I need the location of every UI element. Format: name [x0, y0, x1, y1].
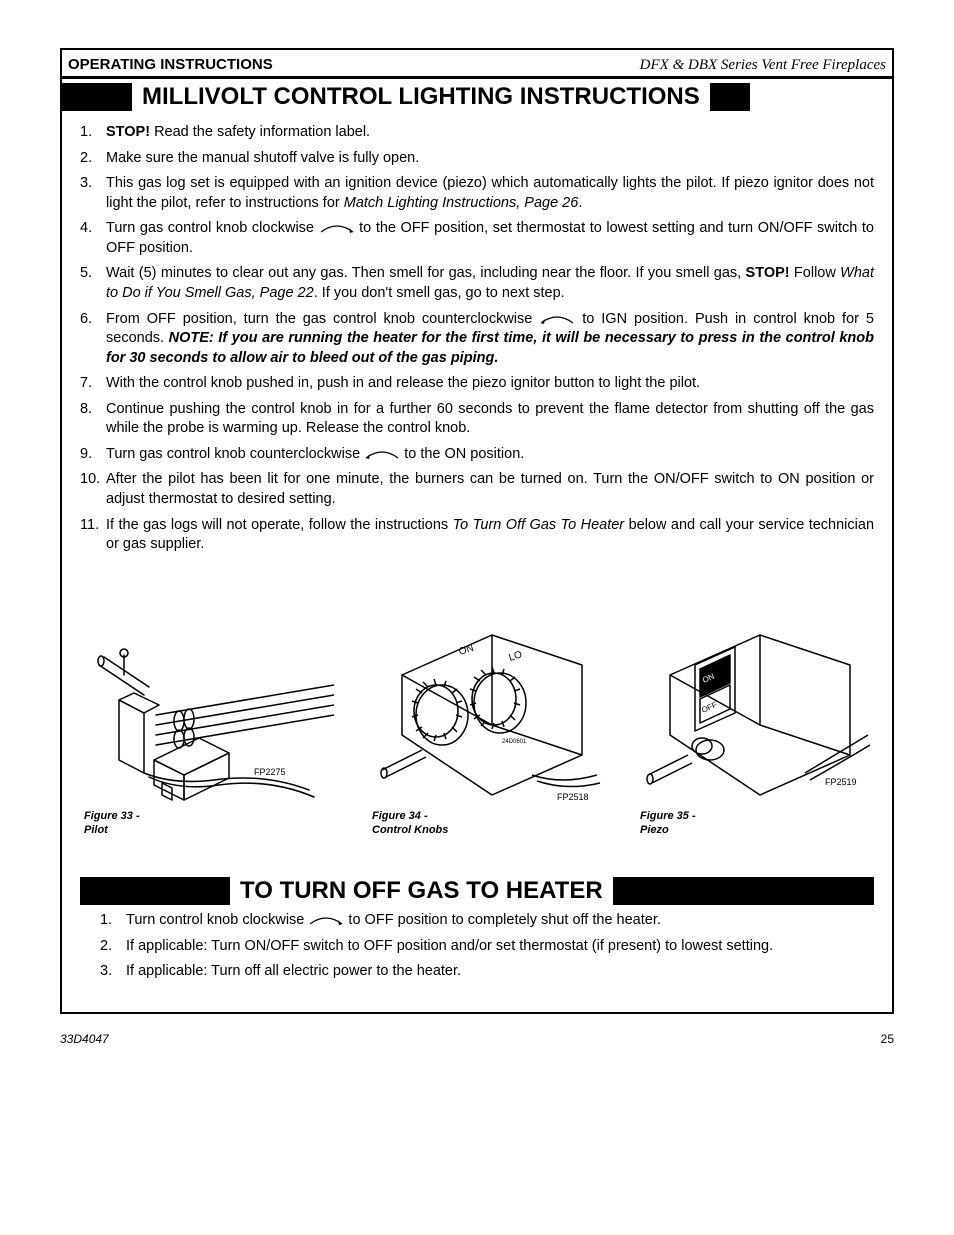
banner-title-2: TO TURN OFF GAS TO HEATER [230, 877, 613, 905]
instruction-list-2: Turn control knob clockwise to OFF posit… [80, 911, 874, 982]
step-text: Follow [790, 265, 841, 281]
step: After the pilot has been lit for one min… [80, 470, 874, 509]
figure-34-code: FP2518 [557, 792, 589, 802]
step-italic: To Turn Off Gas To Heater [453, 517, 625, 533]
step: With the control knob pushed in, push in… [80, 374, 874, 394]
step: Wait (5) minutes to clear out any gas. T… [80, 264, 874, 303]
step-bolditalic: NOTE: If you are running the heater for … [106, 330, 874, 366]
step: From OFF position, turn the gas control … [80, 310, 874, 369]
step-text: to OFF position to completely shut off t… [344, 912, 661, 928]
banner-title-1: MILLIVOLT CONTROL LIGHTING INSTRUCTIONS [132, 83, 710, 111]
step-text: If applicable: Turn ON/OFF switch to OFF… [126, 938, 773, 954]
counterclockwise-arrow-icon [364, 448, 400, 460]
step: Turn control knob clockwise to OFF posit… [100, 911, 874, 931]
banner2-bar-right [613, 877, 874, 905]
clockwise-arrow-icon [308, 914, 344, 926]
figure-35: ON OFF FP2519 Figure 35 - Piezo [640, 605, 870, 838]
step-text: Turn control knob clockwise [126, 912, 308, 928]
step: Turn gas control knob counterclockwise t… [80, 445, 874, 465]
figure-33-code: FP2275 [254, 767, 286, 777]
figure-35-code: FP2519 [825, 777, 857, 787]
step-text: Continue pushing the control knob in for… [106, 401, 874, 437]
title-banner-2: TO TURN OFF GAS TO HEATER [80, 877, 874, 905]
instruction-list-1: STOP! Read the safety information label.… [80, 123, 874, 555]
step: STOP! Read the safety information label. [80, 123, 874, 143]
counterclockwise-arrow-icon [539, 313, 575, 325]
step-text: Turn gas control knob clockwise [106, 220, 319, 236]
fig34-small: 24D0601 [502, 739, 527, 745]
step-italic: Match Lighting Instructions, Page 26 [344, 195, 579, 211]
step-text: After the pilot has been lit for one min… [106, 471, 874, 507]
content-block-1: STOP! Read the safety information label.… [62, 111, 892, 1012]
header-section: OPERATING INSTRUCTIONS [68, 56, 273, 73]
step: Turn gas control knob clockwise to the O… [80, 219, 874, 258]
figure-33-caption: Figure 33 - Pilot [84, 809, 334, 838]
step-text: Wait (5) minutes to clear out any gas. T… [106, 265, 746, 281]
step-text: Make sure the manual shutoff valve is fu… [106, 150, 419, 166]
figure-34: ON LO 24D0601 FP2518 Figure 34 - Control… [372, 605, 602, 838]
figure-33: FP2275 Figure 33 - Pilot [84, 605, 334, 838]
step-text: . [578, 195, 582, 211]
footer-doc-id: 33D4047 [60, 1032, 109, 1046]
step-bold: STOP! [106, 124, 150, 140]
figures-row: FP2275 Figure 33 - Pilot [80, 605, 874, 838]
page-frame: OPERATING INSTRUCTIONS DFX & DBX Series … [60, 48, 894, 1014]
step-text: to the ON position. [400, 446, 524, 462]
figure-35-svg: ON OFF FP2519 [640, 605, 870, 805]
page-footer: 33D4047 25 [60, 1032, 894, 1046]
header-product: DFX & DBX Series Vent Free Fireplaces [640, 57, 886, 74]
banner-bar-left [62, 83, 132, 111]
step: This gas log set is equipped with an ign… [80, 174, 874, 213]
step-text: With the control knob pushed in, push in… [106, 375, 700, 391]
fig34-lo-label: LO [508, 649, 524, 664]
banner2-bar-left [80, 877, 230, 905]
step-bold: STOP! [746, 265, 790, 281]
figure-35-caption: Figure 35 - Piezo [640, 809, 870, 838]
step-text: Turn gas control knob counterclockwise [106, 446, 364, 462]
figure-34-caption: Figure 34 - Control Knobs [372, 809, 602, 838]
page-header: OPERATING INSTRUCTIONS DFX & DBX Series … [62, 50, 892, 79]
step: If applicable: Turn off all electric pow… [100, 962, 874, 982]
step-text: If the gas logs will not operate, follow… [106, 517, 453, 533]
clockwise-arrow-icon [319, 222, 355, 234]
step: If applicable: Turn ON/OFF switch to OFF… [100, 937, 874, 957]
figure-33-svg: FP2275 [84, 605, 334, 805]
title-banner-1: MILLIVOLT CONTROL LIGHTING INSTRUCTIONS [62, 83, 892, 111]
step-text: Read the safety information label. [150, 124, 370, 140]
step-text: If applicable: Turn off all electric pow… [126, 963, 461, 979]
step: Continue pushing the control knob in for… [80, 400, 874, 439]
step: Make sure the manual shutoff valve is fu… [80, 149, 874, 169]
fig34-on-label: ON [458, 642, 476, 657]
banner-bar-right [710, 83, 750, 111]
figure-34-svg: ON LO 24D0601 FP2518 [372, 605, 602, 805]
fig35-off-label (off): OFF [700, 700, 718, 715]
step-text: From OFF position, turn the gas control … [106, 311, 539, 327]
step-text: . If you don't smell gas, go to next ste… [314, 285, 565, 301]
step: If the gas logs will not operate, follow… [80, 516, 874, 555]
footer-page-number: 25 [881, 1032, 894, 1046]
